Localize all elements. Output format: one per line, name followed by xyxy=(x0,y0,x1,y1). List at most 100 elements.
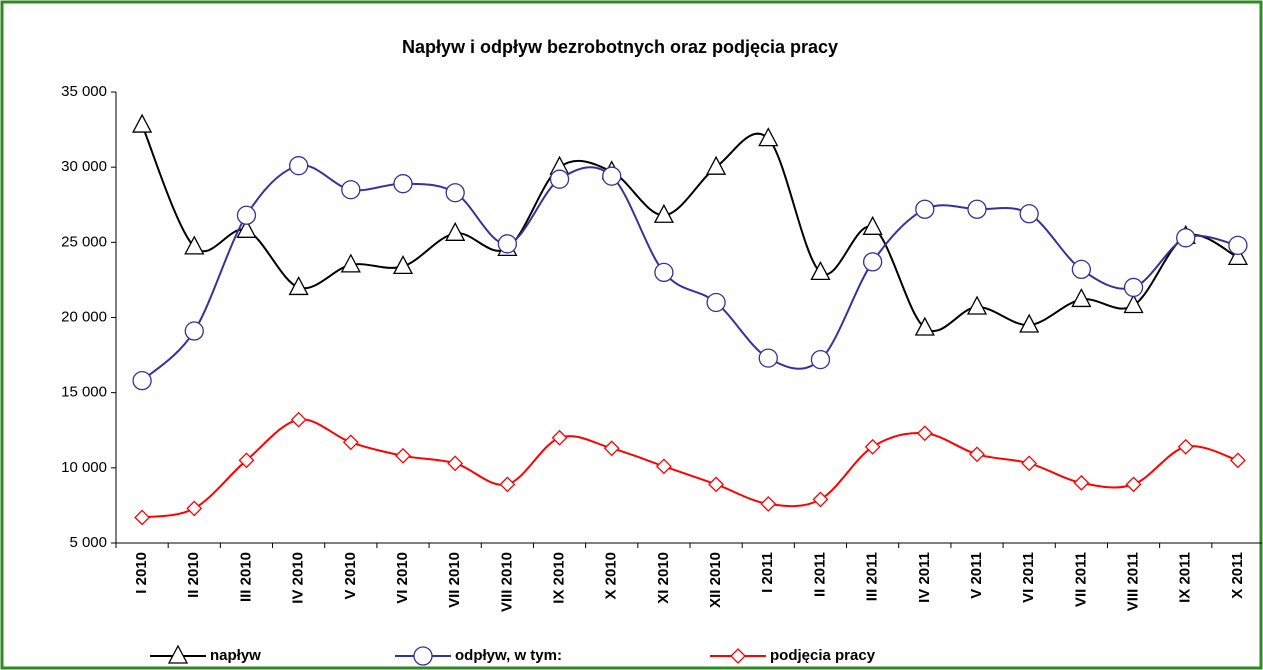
y-tick-label: 15 000 xyxy=(61,384,107,401)
y-tick-label: 20 000 xyxy=(61,308,107,325)
x-tick-label: VI 2011 xyxy=(1020,552,1037,603)
marker xyxy=(497,234,518,254)
marker xyxy=(602,166,622,186)
marker xyxy=(238,452,255,469)
marker xyxy=(341,180,361,200)
marker xyxy=(862,215,883,235)
legend-label: napływ xyxy=(210,647,261,664)
marker xyxy=(1177,438,1194,455)
x-tick-label: I 2011 xyxy=(759,552,776,593)
marker xyxy=(184,235,205,255)
y-tick-label: 30 000 xyxy=(61,158,107,175)
x-tick-label: IV 2010 xyxy=(290,552,307,604)
series-line xyxy=(141,124,1239,332)
marker xyxy=(1071,288,1092,308)
x-tick-label: II 2010 xyxy=(185,552,202,598)
x-tick-label: VI 2010 xyxy=(394,552,411,604)
marker xyxy=(654,262,674,283)
marker xyxy=(1019,204,1039,224)
x-tick-label: VIII 2011 xyxy=(1125,552,1142,611)
marker xyxy=(758,348,778,368)
x-tick-label: X 2010 xyxy=(603,552,620,600)
marker xyxy=(445,221,466,241)
marker xyxy=(708,476,725,493)
marker xyxy=(603,440,620,457)
marker xyxy=(134,509,151,526)
marker xyxy=(730,648,746,664)
x-tick-label: VII 2011 xyxy=(1072,552,1089,607)
marker xyxy=(132,113,153,133)
marker xyxy=(288,156,309,176)
legend-item: napływ xyxy=(150,644,261,664)
marker xyxy=(499,476,516,493)
marker xyxy=(810,261,831,281)
marker xyxy=(167,644,189,664)
marker xyxy=(812,491,829,508)
x-tick-label: VII 2010 xyxy=(446,552,463,608)
marker xyxy=(549,169,570,189)
marker xyxy=(1019,313,1040,333)
marker xyxy=(760,495,777,512)
marker xyxy=(862,252,883,272)
x-tick-label: IV 2011 xyxy=(916,552,933,603)
marker xyxy=(236,218,257,238)
marker xyxy=(758,127,779,147)
x-tick-label: XI 2010 xyxy=(655,552,672,604)
x-tick-label: X 2011 xyxy=(1229,552,1246,599)
marker xyxy=(653,203,674,223)
marker xyxy=(864,438,881,455)
marker xyxy=(342,434,359,451)
y-tick-label: 5 000 xyxy=(69,534,107,551)
y-tick-label: 25 000 xyxy=(61,233,107,250)
marker xyxy=(1123,277,1144,298)
legend-item: podjęcia pracy xyxy=(710,647,876,664)
marker xyxy=(392,254,414,275)
marker xyxy=(1228,235,1248,255)
x-tick-label: V 2010 xyxy=(342,552,359,600)
y-tick-label: 10 000 xyxy=(61,459,107,476)
chart-title: Napływ i odpływ bezrobotnych oraz podjęc… xyxy=(402,37,838,57)
marker xyxy=(916,425,933,442)
x-tick-label: IX 2010 xyxy=(551,552,568,604)
marker xyxy=(655,458,672,475)
marker xyxy=(1073,474,1090,491)
marker xyxy=(1176,228,1196,248)
marker xyxy=(1229,452,1246,469)
marker xyxy=(288,276,309,296)
marker xyxy=(969,446,985,463)
marker xyxy=(413,646,433,666)
x-tick-label: II 2011 xyxy=(811,552,828,597)
marker xyxy=(914,316,935,336)
y-tick-label: 35 000 xyxy=(61,83,107,100)
x-tick-label: III 2011 xyxy=(864,552,881,601)
marker xyxy=(447,455,464,472)
marker xyxy=(967,199,987,219)
marker xyxy=(1071,259,1092,280)
marker xyxy=(551,429,568,446)
marker xyxy=(132,370,152,391)
marker xyxy=(290,411,307,428)
marker xyxy=(1227,245,1248,266)
marker xyxy=(706,292,726,313)
series-line xyxy=(141,418,1239,519)
x-tick-label: XII 2010 xyxy=(707,552,724,608)
marker xyxy=(186,500,203,517)
x-tick-label: VIII 2010 xyxy=(498,552,515,612)
legend-label: odpływ, w tym: xyxy=(455,647,562,664)
x-tick-label: I 2010 xyxy=(133,552,150,594)
marker xyxy=(1021,455,1038,472)
marker xyxy=(1125,476,1142,493)
marker xyxy=(915,199,935,219)
x-tick-label: V 2011 xyxy=(968,552,985,599)
marker xyxy=(966,295,988,315)
legend-item: odpływ, w tym: xyxy=(395,646,562,666)
x-tick-label: IX 2011 xyxy=(1177,552,1194,603)
x-tick-label: III 2010 xyxy=(237,552,254,602)
marker xyxy=(810,349,831,370)
legend-label: podjęcia pracy xyxy=(770,647,876,664)
marker xyxy=(393,174,413,194)
marker xyxy=(340,253,361,273)
marker xyxy=(1123,294,1144,314)
marker xyxy=(445,183,465,203)
